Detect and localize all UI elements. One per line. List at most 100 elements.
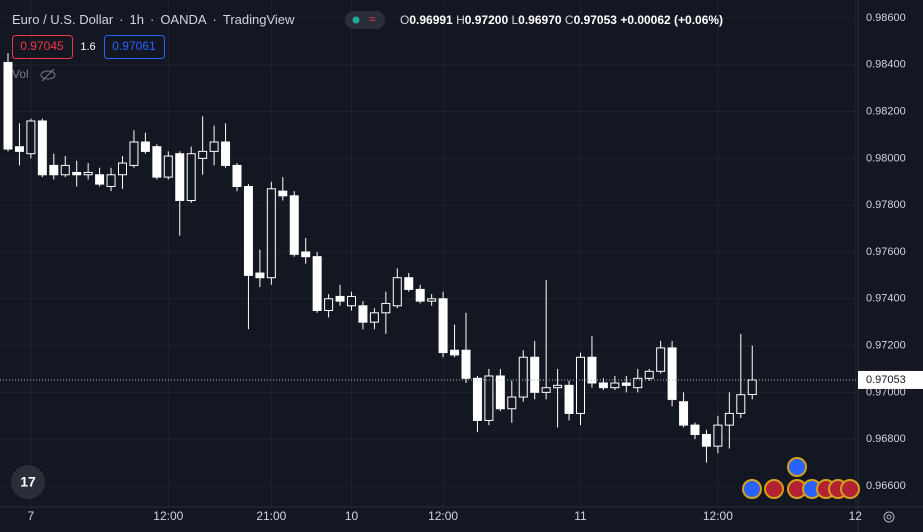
candle-body	[347, 295, 356, 307]
candle-body	[610, 382, 620, 389]
y-tick-label: 0.98000	[866, 152, 906, 164]
buy-price[interactable]: 0.97061	[112, 39, 156, 53]
candle-body	[450, 349, 460, 356]
x-tick-label: 12:00	[153, 509, 183, 523]
settings-icon[interactable]	[883, 511, 895, 523]
candle-body	[140, 141, 150, 152]
x-tick-label: 21:00	[256, 509, 286, 523]
candle-body	[713, 424, 723, 447]
candle-body	[472, 377, 482, 421]
candle-body	[198, 150, 208, 159]
candle-body	[736, 394, 746, 414]
ohlc-key: L	[511, 13, 518, 27]
candle-body	[243, 185, 253, 276]
candle-body	[255, 272, 265, 279]
status-pill[interactable]	[345, 11, 385, 29]
y-tick-label: 0.97800	[866, 199, 906, 211]
x-tick-label: 7	[28, 509, 35, 523]
y-tick-label: 0.98400	[866, 59, 906, 71]
candle-body	[415, 288, 425, 302]
candle-body	[667, 347, 677, 400]
ohlc-value: 0.97200	[465, 13, 509, 27]
candle-body	[324, 298, 334, 311]
sell-button[interactable]	[12, 35, 73, 59]
candle-body	[724, 412, 734, 426]
candle-body	[530, 356, 540, 393]
ohlc-value: 0.97053	[574, 13, 618, 27]
candle-body	[37, 120, 47, 176]
candle-body	[404, 277, 414, 290]
candle-body	[690, 424, 700, 435]
tv-logo[interactable]: 17	[11, 465, 45, 499]
candle-body	[3, 61, 13, 150]
ohlc-value: 0.96970	[518, 13, 562, 27]
candle-body	[209, 141, 219, 152]
x-tick-label: 12:00	[428, 509, 458, 523]
hide-icon[interactable]	[40, 68, 56, 82]
candle-body	[83, 171, 93, 176]
broker: OANDA	[160, 12, 207, 27]
y-tick-label: 0.97000	[866, 386, 906, 398]
candle-body	[301, 251, 311, 258]
source: TradingView	[223, 12, 295, 27]
candle-body	[152, 146, 162, 178]
candle-body	[72, 171, 82, 176]
y-tick-label: 0.98600	[866, 12, 906, 24]
spread: 1.6	[80, 41, 95, 53]
candle-body	[656, 347, 666, 372]
candle-body	[175, 153, 185, 202]
candle-body	[507, 396, 517, 410]
y-tick-label: 0.96800	[866, 433, 906, 445]
x-tick-label: 10	[345, 509, 359, 523]
legend-title: Euro / U.S. Dollar · 1h · OANDA · TradingView	[12, 12, 295, 27]
candle-body	[392, 277, 402, 307]
candle-body	[633, 377, 643, 389]
candle-body	[587, 356, 597, 384]
candle-body	[312, 256, 322, 311]
sell-price[interactable]: 0.97045	[20, 39, 64, 53]
ohlc-key: O	[400, 13, 409, 27]
candle-body	[598, 382, 608, 389]
sep: ·	[150, 12, 154, 27]
candle-body	[60, 164, 70, 176]
candle-body	[163, 155, 173, 178]
y-tick-label: 0.97400	[866, 293, 906, 305]
candle-body	[381, 302, 391, 314]
event-icons	[742, 457, 860, 499]
candle-body	[427, 298, 437, 302]
candle-body	[49, 164, 59, 176]
candle-body	[118, 162, 127, 176]
market-open-dot	[352, 16, 360, 24]
candle-body	[438, 298, 448, 354]
candle-body	[266, 188, 276, 279]
volume-label: Vol	[12, 67, 29, 81]
candle-body	[26, 120, 36, 155]
x-tick-label: 11	[574, 509, 587, 523]
ohlc-key: H	[456, 13, 465, 27]
candle-body	[186, 153, 196, 202]
candle-body	[484, 375, 494, 421]
candle-body	[621, 382, 631, 386]
candle-body	[644, 370, 654, 379]
sep: ·	[213, 12, 217, 27]
last-price-box	[858, 370, 923, 389]
y-tick-label: 0.96600	[866, 480, 906, 492]
candle-body	[106, 174, 116, 187]
candle-body	[221, 141, 231, 166]
buy-button[interactable]	[104, 35, 165, 59]
candle-body	[518, 356, 528, 398]
candle-body	[232, 164, 242, 187]
candle-body	[564, 384, 574, 414]
candle-body	[278, 190, 288, 197]
candle-body	[576, 356, 585, 414]
candle-body	[495, 375, 505, 410]
y-tick-label: 0.97600	[866, 246, 906, 258]
candle-body	[129, 141, 139, 166]
sep: ·	[119, 12, 123, 27]
candle-body	[369, 312, 379, 323]
candle-body	[701, 433, 711, 447]
candle-body	[679, 401, 689, 426]
candle-body	[358, 305, 368, 323]
y-tick-label: 0.97200	[866, 339, 906, 351]
